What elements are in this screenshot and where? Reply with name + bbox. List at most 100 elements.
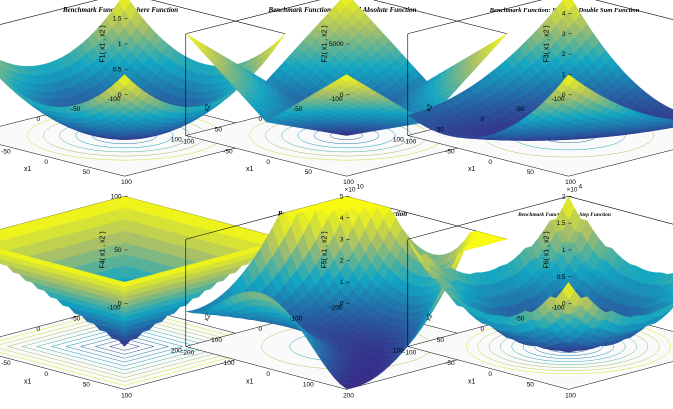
surface-patch [272,33,286,49]
contour-line [35,322,214,371]
z-tick-label: 1.5 [112,15,121,22]
x2-tick-label: 0 [481,116,485,123]
z-exponent-label: ×10 [345,186,356,193]
x2-tick-label: 50 [215,126,223,133]
z-axis-label: F1( x1 , x2 ) [100,25,107,62]
x1-tick-label: 100 [565,179,576,186]
z-tick-label: 0 [118,301,122,308]
x2-tick-label: -50 [515,315,525,322]
panel-1: Benchmark Function: Sphere Function00.51… [0,0,286,186]
x1-tick-label: 50 [83,169,91,176]
x2-tick-label: 100 [393,137,404,144]
surface-mesh [185,0,508,136]
z-tick-label: 3 [340,236,344,243]
z-tick-label: 2 [562,51,566,58]
x2-tick-label: -200 [329,305,342,312]
z-tick-label: 4 [562,10,566,17]
surface-mesh [407,196,673,353]
x1-tick-label: -50 [223,149,233,156]
x2-tick-label: 50 [437,126,445,133]
x1-tick-label: -50 [1,149,11,156]
z-axis-label: F5( x1 , x2 ) [322,231,329,268]
surface-patch [118,74,131,87]
x1-axis-label: x1 [468,166,476,173]
contour-line [94,338,155,355]
z-tick-label: 0.5 [112,66,121,73]
x1-tick-label: -50 [445,360,455,367]
z-tick-label: 3 [562,31,566,38]
x1-tick-label: 50 [83,382,91,389]
x1-tick-label: 0 [488,371,492,378]
x2-tick-label: 0 [259,116,263,123]
box-edge [185,0,321,35]
box-edge [372,0,508,35]
x1-tick-label: 0 [44,371,48,378]
panel-4: Benchmark Function: Schwefel max. Functi… [0,193,287,399]
z-tick-label: 100 [111,193,122,200]
x1-tick-label: 0 [44,159,48,166]
x1-tick-label: 0 [266,159,270,166]
z-tick-label: 1.5 [556,220,565,227]
z-exponent-label: ×10 [567,186,578,193]
z-tick-label: 1 [118,41,122,48]
x2-tick-label: 0 [37,116,41,123]
x2-axis-label: x2 [203,103,212,112]
z-axis-label: F4( x1 , x2 ) [100,231,107,268]
x2-tick-label: -100 [107,96,120,103]
panel-3: Benchmark Function: Schwefel Double Sum … [393,0,673,186]
surface-patch [185,33,199,45]
x1-tick-label: 50 [305,169,313,176]
x1-tick-label: 0 [266,371,270,378]
surface-patch [266,39,280,55]
x1-axis-label: x1 [24,166,32,173]
x2-axis-label: x2 [425,313,434,322]
z-axis-label: F3( x1 , x2 ) [544,25,551,62]
x1-tick-label: -100 [221,360,234,367]
x1-axis-label: x1 [246,166,254,173]
z-tick-label: 50 [114,247,122,254]
z-tick-label: 0.5 [556,274,565,281]
box-edge [407,0,543,35]
x2-tick-label: 50 [437,337,445,344]
z-exponent-power: 10 [357,183,365,190]
x2-tick-label: -100 [551,305,564,312]
contour-line [261,323,432,370]
x2-axis-label: x2 [425,103,434,112]
box-edge [0,0,99,25]
surface-patch [0,252,2,255]
surface-mesh [407,0,673,141]
box-edge [594,0,673,20]
surface-patch [340,74,353,82]
z-tick-label: 5000 [329,41,344,48]
x1-tick-label: 100 [565,392,576,399]
x2-tick-label: 100 [211,337,222,344]
contour-line [108,342,141,351]
x1-tick-label: -100 [403,350,416,357]
z-exponent-power: 4 [579,183,583,190]
x1-tick-label: -100 [403,139,416,146]
panel-2: Benchmark Function: Schwefel Absolute Fu… [171,0,508,186]
x2-tick-label: -100 [329,96,342,103]
x2-tick-label: 200 [171,348,182,355]
x2-tick-label: 0 [259,326,263,333]
x1-tick-label: -50 [1,360,11,367]
x2-tick-label: 0 [481,326,485,333]
z-tick-label: 0 [340,92,344,99]
surface-patch [0,239,2,242]
x1-tick-label: 50 [527,169,535,176]
surface-patch [494,33,508,45]
x2-tick-label: -50 [515,106,525,113]
x2-tick-label: 100 [171,137,182,144]
x2-tick-label: 100 [393,348,404,355]
surface-mesh [0,196,286,347]
x1-tick-label: -100 [181,139,194,146]
surface-mesh [0,0,286,140]
x2-tick-label: 0 [37,326,41,333]
x2-tick-label: -100 [107,305,120,312]
x1-tick-label: 50 [527,382,535,389]
surface-patch [0,73,2,76]
x1-axis-label: x1 [468,379,476,386]
x2-tick-label: -50 [71,315,81,322]
z-tick-label: 1 [340,279,344,286]
x2-tick-label: -100 [289,315,302,322]
